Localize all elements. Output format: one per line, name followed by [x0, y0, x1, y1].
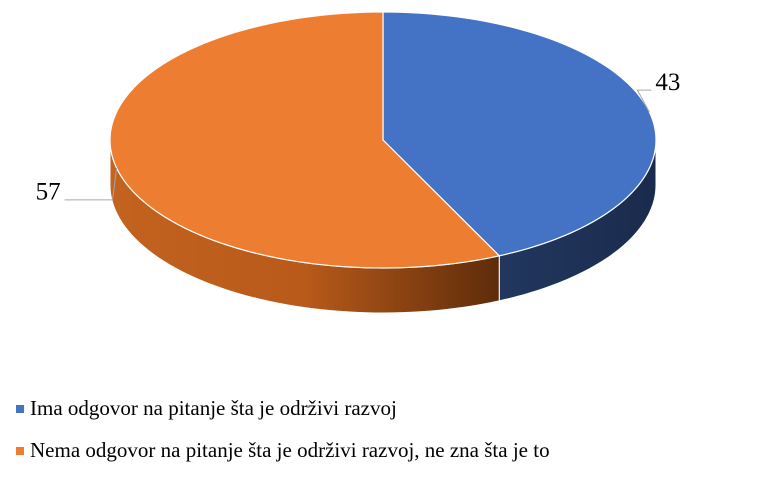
legend-label: Ima odgovor na pitanje šta je održivi ra…	[30, 396, 397, 420]
legend-marker	[16, 447, 24, 455]
slice	[109, 11, 501, 269]
leader-line	[636, 89, 652, 113]
slice	[382, 11, 657, 257]
legend-label: Nema odgovor na pitanje šta je održivi r…	[30, 438, 550, 462]
legend-marker	[16, 405, 24, 413]
leader-line	[64, 167, 118, 201]
data-label: 43	[655, 69, 680, 96]
data-label: 57	[36, 179, 61, 206]
